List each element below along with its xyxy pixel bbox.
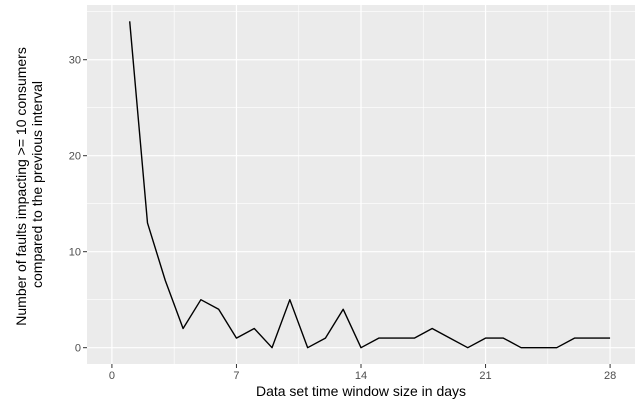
- x-tick-label: 28: [604, 370, 616, 382]
- y-tick-label: 10: [69, 247, 81, 259]
- y-axis-title-line-2: compared to the previous interval: [29, 81, 45, 288]
- x-axis: 0 7 14 21 28: [109, 364, 616, 382]
- y-axis-title: Number of faults impacting >= 10 consume…: [13, 43, 45, 325]
- x-tick-label: 7: [233, 370, 239, 382]
- x-tick-label: 14: [355, 370, 367, 382]
- y-tick-label: 20: [69, 151, 81, 163]
- y-axis-title-line-1: Number of faults impacting >= 10 consume…: [13, 47, 29, 326]
- x-tick-label: 21: [479, 370, 491, 382]
- x-tick-label: 0: [109, 370, 115, 382]
- series-layer: [129, 21, 611, 349]
- y-axis: 0 10 20 30: [69, 55, 87, 355]
- x-axis-title: Data set time window size in days: [256, 383, 466, 399]
- series-line: [129, 21, 611, 349]
- y-tick-label: 0: [75, 343, 81, 355]
- y-tick-label: 30: [69, 55, 81, 67]
